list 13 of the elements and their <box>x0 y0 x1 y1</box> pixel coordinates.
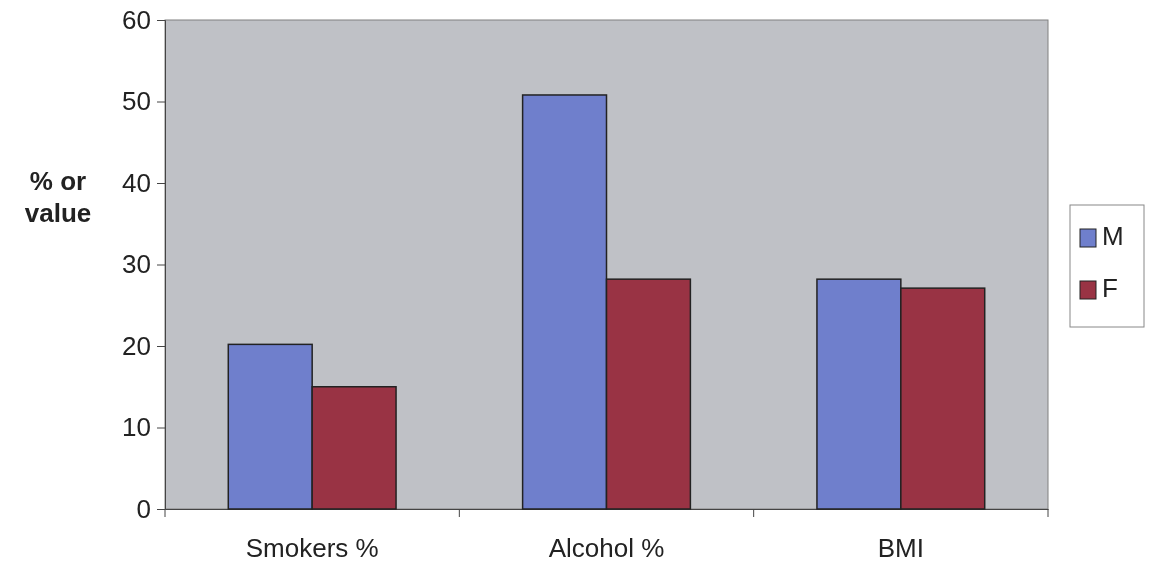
y-axis-title: % or value <box>24 166 92 228</box>
y-tick-label: 40 <box>122 167 151 198</box>
legend-label: F <box>1102 273 1118 303</box>
y-tick-label: 60 <box>122 4 151 35</box>
legend-label: M <box>1102 221 1124 251</box>
x-tick-label: Alcohol % <box>548 533 665 564</box>
y-tick-label: 0 <box>136 493 151 524</box>
x-tick-label: BMI <box>877 533 924 564</box>
y-tick-label: 10 <box>122 412 151 443</box>
y-tick-label: 20 <box>122 330 151 361</box>
y-tick-label: 50 <box>122 86 151 117</box>
y-tick-label: 30 <box>122 249 151 280</box>
x-tick-label: Smokers % <box>245 533 379 564</box>
